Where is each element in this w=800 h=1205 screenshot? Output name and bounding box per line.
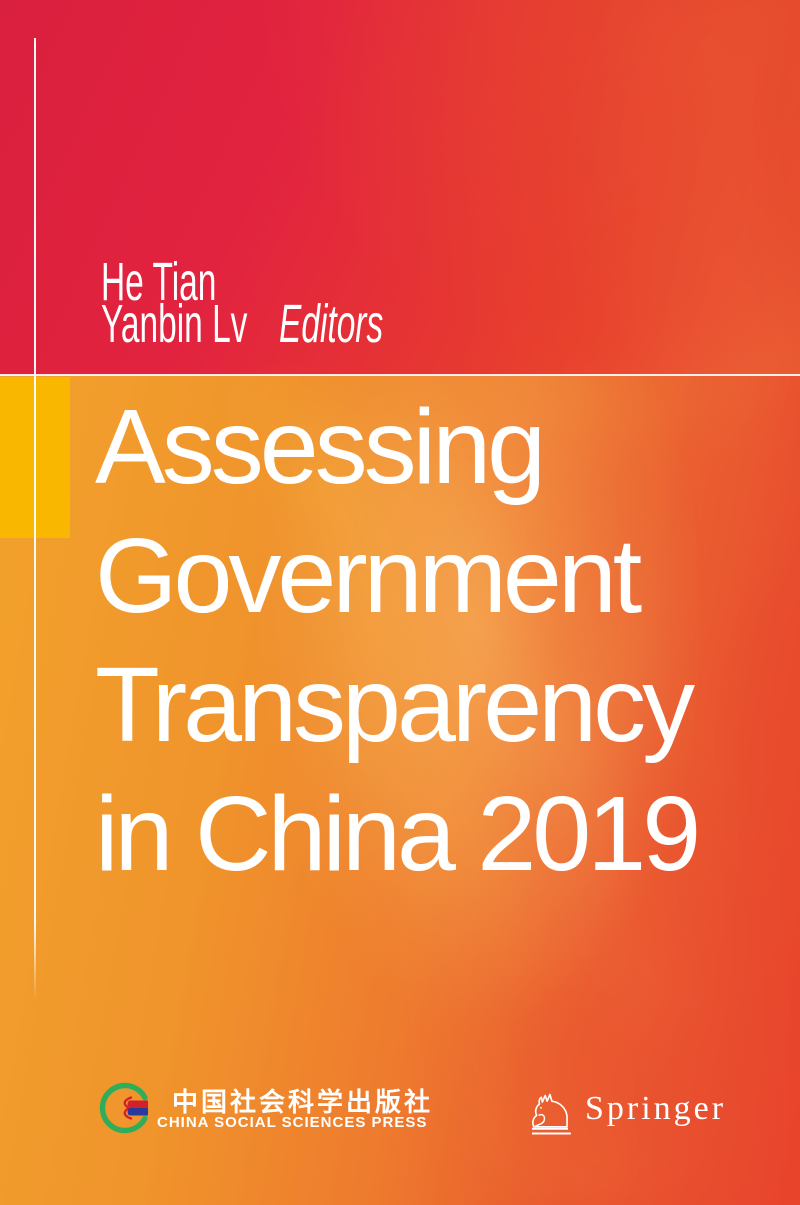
svg-text:Springer: Springer — [585, 1090, 726, 1127]
